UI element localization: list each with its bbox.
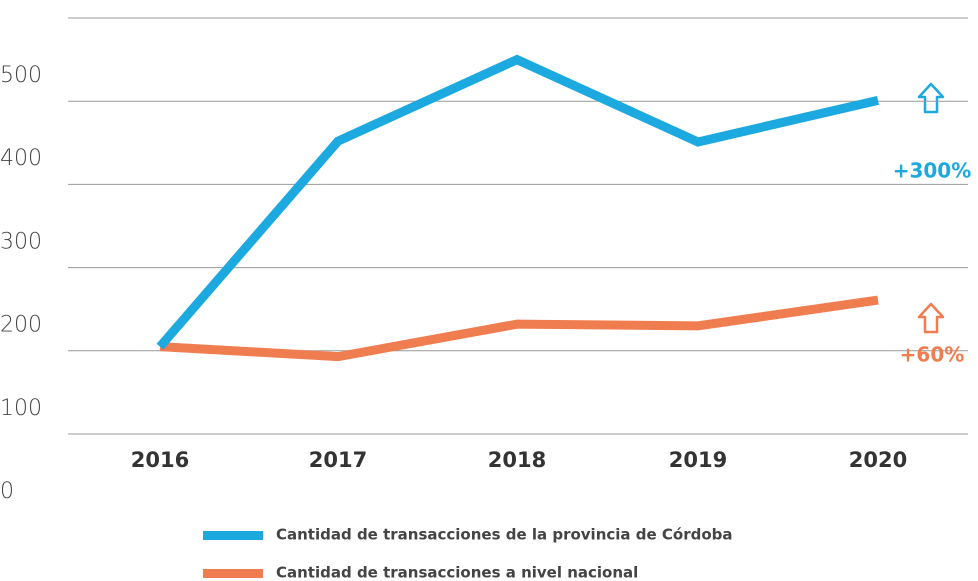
y-tick-label: 200	[0, 313, 42, 338]
legend-swatch	[203, 531, 263, 540]
annotation: +60%	[900, 343, 965, 367]
arrow-icon	[917, 82, 945, 114]
y-tick-label: 500	[0, 63, 42, 88]
y-tick-label: 100	[0, 396, 42, 421]
x-tick-label: 2020	[849, 448, 907, 472]
x-tick-label: 2019	[669, 448, 727, 472]
series-line	[156, 54, 880, 350]
annotation: +300%	[893, 159, 972, 183]
x-tick-label: 2018	[488, 448, 546, 472]
legend-label: Cantidad de transacciones a nivel nacion…	[276, 564, 638, 581]
y-tick-label: 0	[0, 479, 14, 504]
y-tick-label: 400	[0, 146, 42, 171]
x-tick-label: 2017	[309, 448, 367, 472]
x-tick-label: 2016	[131, 448, 189, 472]
y-tick-label: 300	[0, 229, 42, 254]
arrow-icon	[917, 302, 945, 334]
legend-swatch	[203, 569, 263, 578]
series-line	[159, 295, 879, 362]
legend-label: Cantidad de transacciones de la provinci…	[276, 526, 733, 544]
